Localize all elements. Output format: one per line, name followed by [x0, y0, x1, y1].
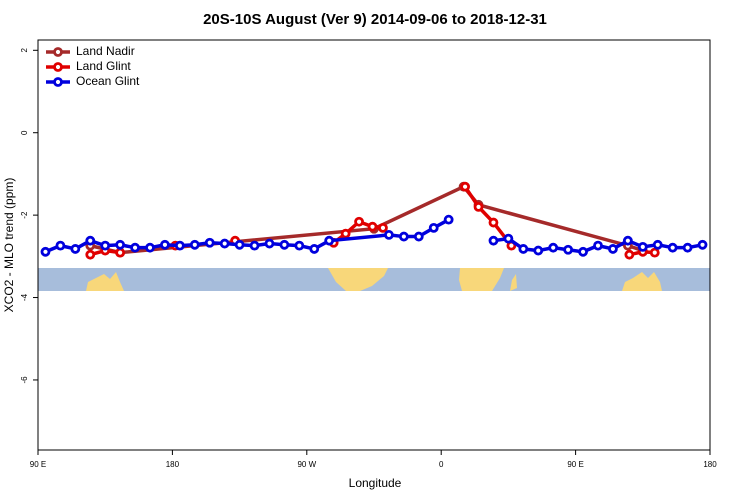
data-point [70, 244, 81, 254]
data-point [55, 240, 66, 251]
data-point [413, 231, 424, 242]
data-point [115, 239, 126, 250]
y-tick-label: 2 [20, 48, 29, 53]
y-tick-label: -4 [20, 293, 29, 301]
data-point [460, 181, 470, 192]
data-point [384, 230, 394, 240]
data-point [378, 222, 388, 233]
data-point [398, 231, 409, 242]
data-point [622, 235, 633, 246]
legend-marker [53, 47, 63, 57]
data-point [219, 238, 230, 249]
plot-frame [37, 39, 711, 451]
data-point [667, 242, 678, 253]
x-tick-label: 90 W [297, 460, 316, 469]
data-point [488, 235, 499, 246]
data-point [249, 240, 260, 251]
x-axis-label: Longitude [349, 476, 402, 490]
data-point [309, 244, 320, 254]
data-point [593, 240, 603, 251]
data-point [130, 242, 140, 253]
legend-marker [53, 62, 63, 72]
data-point [697, 239, 708, 250]
y-tick-label: -2 [20, 211, 29, 219]
legend-label: Land Glint [76, 59, 131, 73]
data-point [354, 216, 364, 227]
data-point [100, 240, 111, 251]
data-point [85, 235, 96, 246]
x-tick-label: 90 E [567, 460, 583, 469]
data-point [340, 228, 351, 239]
x-tick-label: 90 E [30, 460, 46, 469]
data-point [578, 246, 588, 257]
legend-label: Ocean Glint [76, 74, 140, 88]
data-point [624, 249, 635, 260]
legend-label: Land Nadir [76, 44, 135, 58]
data-point [145, 242, 155, 253]
data-point [234, 239, 245, 250]
data-point [367, 221, 378, 232]
data-point [85, 249, 96, 260]
data-point [428, 222, 439, 233]
legend-marker [53, 77, 63, 87]
x-tick-label: 180 [703, 460, 717, 469]
chart-title: 20S-10S August (Ver 9) 2014-09-06 to 201… [203, 11, 547, 28]
data-point [174, 240, 185, 251]
data-point [264, 238, 275, 249]
data-point [652, 239, 663, 250]
data-point [649, 247, 660, 258]
surface-band [38, 268, 710, 291]
data-point [115, 247, 126, 258]
data-point [503, 233, 514, 244]
y-tick-label: -6 [20, 376, 29, 384]
data-point [608, 244, 618, 254]
data-point [518, 244, 529, 254]
data-point [533, 245, 544, 256]
data-point [40, 246, 51, 257]
data-point [548, 242, 559, 253]
data-point [443, 214, 454, 225]
data-point [324, 235, 335, 246]
data-point [563, 244, 574, 255]
data-point [488, 217, 499, 228]
x-tick-label: 0 [439, 460, 444, 469]
data-point [160, 239, 170, 250]
data-point [204, 237, 215, 248]
y-axis-label: XCO2 - MLO trend (ppm) [2, 178, 16, 313]
data-point [279, 239, 290, 250]
data-point [473, 201, 484, 212]
data-point [189, 239, 200, 250]
y-tick-label: 0 [20, 130, 29, 135]
x-tick-label: 180 [166, 460, 180, 469]
data-point [294, 240, 305, 251]
data-point [637, 241, 648, 252]
data-point [682, 242, 693, 253]
